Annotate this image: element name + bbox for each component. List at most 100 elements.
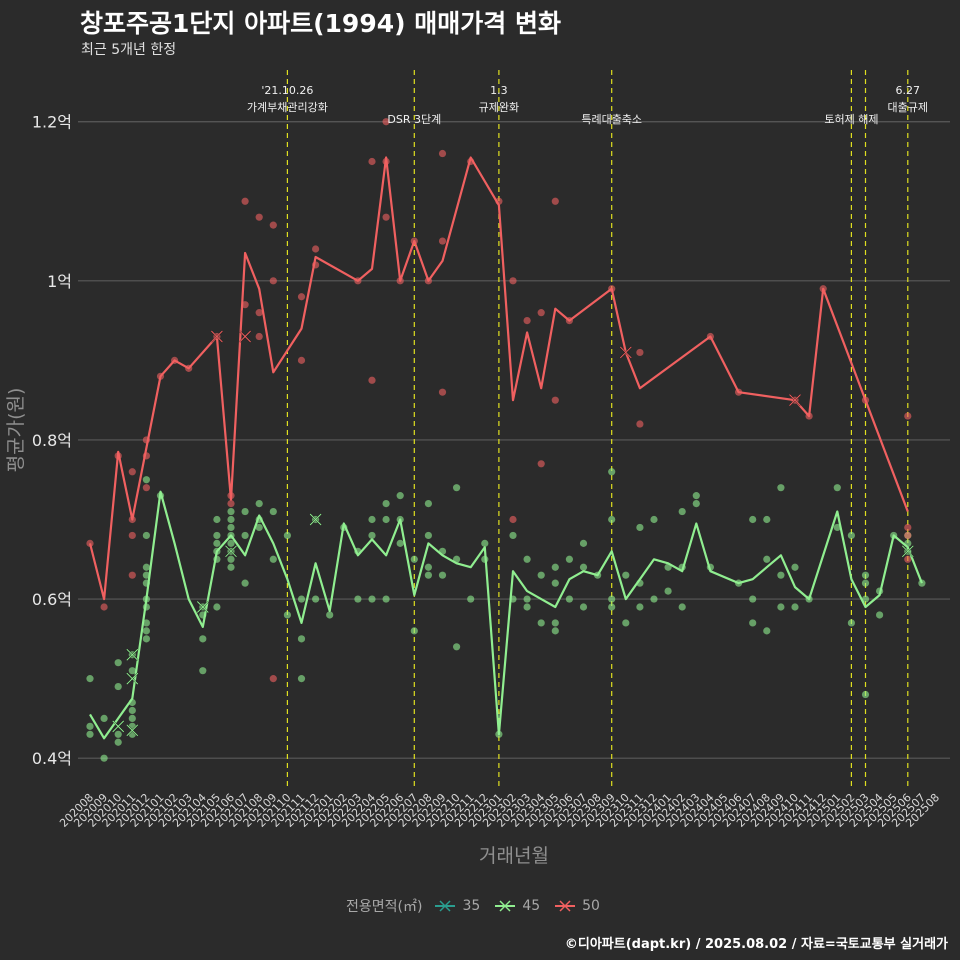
data-point-45	[255, 523, 263, 532]
data-point-50	[438, 237, 447, 245]
data-point-45	[382, 595, 390, 603]
cancelled-marker-45	[126, 672, 139, 685]
data-point-45	[861, 690, 870, 699]
data-point-50	[636, 348, 644, 357]
data-point-45	[847, 619, 856, 627]
legend-swatch-50	[555, 900, 576, 912]
data-point-45	[227, 563, 235, 571]
data-point-45	[763, 515, 771, 524]
legend-label-45: 45	[522, 898, 541, 914]
data-point-45	[241, 531, 249, 540]
data-point-45	[227, 507, 235, 516]
data-point-45	[551, 619, 559, 627]
legend-title: 전용면적(㎡)	[346, 899, 423, 915]
data-point-50	[142, 484, 150, 492]
data-point-45	[142, 563, 150, 571]
data-point-45	[326, 611, 334, 619]
legend-label-50: 50	[582, 898, 600, 914]
data-point-45	[269, 507, 277, 516]
cancelled-stroke	[126, 672, 139, 685]
data-point-45	[692, 492, 700, 500]
data-point-50	[297, 293, 306, 301]
data-point-50	[904, 531, 912, 540]
annotation-text: 규제완화	[479, 101, 519, 114]
series-line-50	[88, 156, 909, 601]
data-point-50	[537, 309, 545, 317]
data-point-50	[551, 396, 559, 404]
data-point-45	[269, 555, 277, 563]
data-point-45	[142, 476, 150, 484]
data-point-50	[255, 213, 263, 221]
data-point-45	[410, 627, 418, 635]
data-point-45	[241, 579, 249, 587]
cancelled-stroke	[112, 720, 125, 733]
annotation-text: 대출규제	[888, 101, 928, 114]
data-point-50	[255, 309, 263, 317]
chart-subtitle: 최근 5개년 한정	[81, 42, 177, 58]
data-point-50	[297, 356, 306, 364]
data-point-50	[382, 118, 390, 126]
data-point-50	[523, 317, 531, 325]
data-point-45	[608, 468, 616, 476]
data-point-45	[424, 531, 432, 540]
cancelled-marker-50	[619, 346, 632, 359]
data-point-45	[622, 571, 630, 579]
data-point-45	[692, 499, 700, 508]
data-point-45	[608, 595, 616, 603]
data-point-50	[551, 197, 559, 205]
grid-layer	[78, 121, 950, 759]
data-point-45	[833, 523, 841, 532]
data-point-45	[579, 603, 588, 611]
cancelled-stroke	[309, 513, 322, 526]
data-point-45	[622, 619, 630, 627]
data-point-45	[749, 619, 757, 627]
series-line-45	[89, 490, 923, 740]
data-point-45	[213, 515, 221, 524]
data-point-45	[142, 531, 150, 540]
data-point-45	[86, 730, 94, 738]
y-tick-label: 0.4억	[32, 749, 72, 768]
annotation-text: DSR 3단계	[387, 113, 441, 126]
data-point-45	[438, 571, 447, 579]
data-point-45	[297, 635, 306, 643]
data-point-45	[523, 555, 531, 563]
data-point-50	[269, 675, 277, 683]
data-point-45	[368, 595, 376, 603]
y-tick-label: 0.6억	[32, 590, 72, 609]
data-point-45	[213, 531, 221, 540]
series-lines	[88, 156, 923, 740]
data-point-45	[467, 595, 475, 603]
data-point-50	[269, 277, 277, 285]
data-point-45	[424, 571, 432, 579]
data-point-50	[312, 245, 320, 253]
data-point-45	[142, 619, 150, 627]
annotation-text: '21.10.26	[261, 84, 313, 97]
data-point-45	[128, 706, 136, 715]
data-point-45	[861, 579, 870, 587]
cancelled-marker-45	[112, 720, 125, 733]
data-point-45	[142, 635, 150, 643]
data-point-45	[650, 595, 658, 603]
data-point-45	[565, 595, 574, 603]
cancelled-marker-45	[126, 648, 139, 661]
data-point-45	[650, 515, 658, 524]
data-point-50	[368, 376, 376, 384]
data-point-50	[509, 277, 517, 285]
cancelled-stroke	[126, 724, 139, 737]
data-point-50	[86, 539, 94, 547]
data-point-45	[114, 682, 122, 691]
policy-lines	[286, 70, 909, 790]
data-point-45	[86, 675, 94, 683]
legend-label-35: 35	[462, 898, 481, 914]
data-point-45	[227, 515, 235, 524]
data-point-45	[114, 730, 122, 738]
legend-item-50: 50	[554, 898, 600, 914]
data-point-50	[537, 460, 545, 468]
cancelled-stroke	[789, 394, 801, 407]
cancelled-stroke	[619, 346, 632, 359]
data-point-45	[537, 619, 545, 627]
data-point-45	[551, 627, 559, 635]
data-point-45	[354, 595, 362, 603]
